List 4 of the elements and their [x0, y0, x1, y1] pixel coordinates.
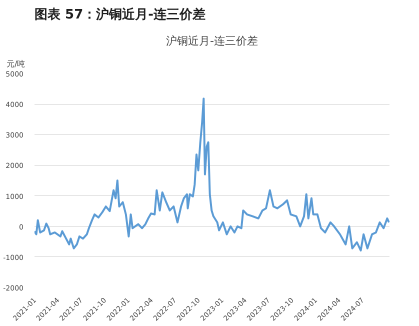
y-axis-title: 元/吨	[6, 60, 26, 68]
chart-subtitle: 沪铜近月-连三价差	[166, 34, 258, 48]
line-series	[34, 98, 390, 252]
chart-title: 图表 57：沪铜近月-连三价差	[34, 6, 206, 22]
